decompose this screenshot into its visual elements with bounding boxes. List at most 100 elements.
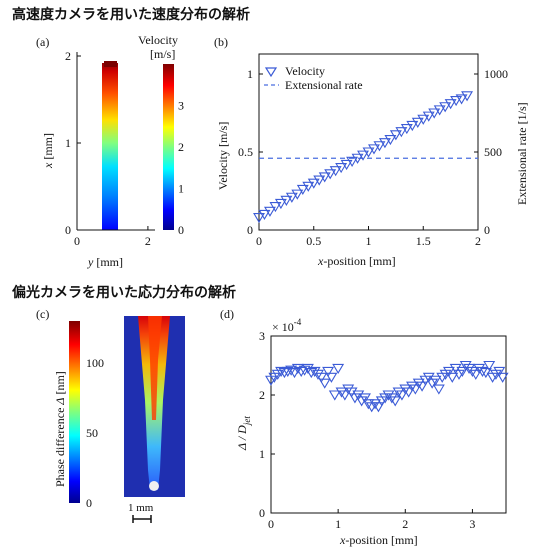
panel-a-ylabel: x [mm] bbox=[41, 133, 55, 169]
panel-label-a: (a) bbox=[36, 35, 49, 49]
panel-b-ytick-label: 1 bbox=[247, 67, 253, 81]
panel-a-colorbar-tick: 2 bbox=[178, 140, 184, 154]
velocity-point bbox=[362, 147, 375, 158]
panel-d: 0 1 2 3 0 1 2 3 × 10-4 x-position [mm] Δ / Djet bbox=[235, 317, 509, 547]
panel-d-ylabel: Δ / Djet bbox=[235, 416, 252, 451]
phase-ratio-point bbox=[335, 387, 348, 398]
phase-ratio-point bbox=[416, 381, 429, 392]
panel-d-ytick-label: 0 bbox=[259, 506, 265, 520]
panel-a-ytick-label: 1 bbox=[65, 136, 71, 150]
phase-ratio-point bbox=[385, 393, 398, 404]
panel-b-ytick-right-label: 500 bbox=[484, 145, 502, 159]
velocity-point bbox=[357, 150, 369, 161]
panel-c-jet-tip bbox=[149, 481, 159, 491]
panel-a-colorbar-tick: 1 bbox=[178, 182, 184, 196]
phase-ratio-point bbox=[369, 399, 382, 410]
phase-ratio-point bbox=[483, 360, 496, 372]
phase-ratio-point bbox=[322, 366, 335, 377]
panel-d-xtick-label: 3 bbox=[469, 517, 475, 531]
panel-label-c: (c) bbox=[36, 307, 49, 321]
phase-ratio-point bbox=[395, 390, 408, 401]
velocity-point bbox=[417, 114, 430, 125]
phase-ratio-point bbox=[328, 390, 341, 401]
velocity-point bbox=[340, 159, 353, 171]
panel-d-exponent: × 10-4 bbox=[272, 317, 302, 334]
phase-ratio-point bbox=[308, 366, 321, 377]
panel-b-xtick-label: 1 bbox=[366, 234, 372, 248]
panel-d-frame bbox=[270, 335, 507, 514]
velocity-point bbox=[307, 178, 320, 189]
panel-a-xlabel: y [mm] bbox=[87, 255, 123, 269]
velocity-point bbox=[461, 91, 474, 102]
phase-ratio-point bbox=[325, 372, 338, 383]
velocity-point bbox=[411, 117, 424, 128]
velocity-point bbox=[296, 184, 309, 196]
panel-b-xtick-label: 0.5 bbox=[306, 234, 321, 248]
panel-c: 0 50 100 Phase difference Δ [nm] 1 mm bbox=[53, 316, 185, 523]
panel-a-ytick-label: 0 bbox=[65, 223, 71, 237]
phase-ratio-point bbox=[409, 384, 422, 395]
velocity-point bbox=[378, 138, 391, 149]
phase-ratio-point bbox=[372, 402, 385, 413]
panel-b-ytick-right-label: 1000 bbox=[484, 67, 508, 81]
phase-ratio-point bbox=[406, 381, 418, 392]
phase-ratio-point bbox=[291, 363, 304, 375]
phase-ratio-point bbox=[412, 378, 425, 389]
panel-b-legend: Velocity Extensional rate bbox=[264, 64, 363, 92]
panel-b-xtick-label: 1.5 bbox=[416, 234, 431, 248]
velocity-point bbox=[422, 111, 435, 122]
phase-ratio-point bbox=[456, 366, 469, 377]
phase-ratio-point bbox=[382, 390, 395, 401]
velocity-point bbox=[384, 134, 397, 146]
panel-b-ytick-label: 0.5 bbox=[238, 145, 253, 159]
velocity-point bbox=[291, 189, 304, 200]
velocity-point bbox=[455, 94, 468, 105]
phase-ratio-point bbox=[342, 384, 355, 395]
panel-b-ylabel: Velocity [m/s] bbox=[216, 122, 230, 190]
panel-b-ylabel-right: Extensional rate [1/s] bbox=[515, 102, 529, 205]
phase-ratio-point bbox=[295, 366, 308, 377]
phase-ratio-point bbox=[442, 366, 455, 377]
panel-d-xlabel: x-position [mm] bbox=[339, 533, 418, 547]
panel-a-colorbar bbox=[163, 64, 174, 230]
velocity-point bbox=[444, 99, 457, 110]
panel-label-b: (b) bbox=[214, 35, 228, 49]
panel-a-xtick-label: 2 bbox=[145, 234, 151, 248]
velocity-point bbox=[285, 192, 298, 203]
panel-a-colorbar-tick: 3 bbox=[178, 99, 184, 113]
heading-stress-analysis: 偏光カメラを用いた応力分布の解析 bbox=[12, 285, 236, 301]
legend-extensional-label: Extensional rate bbox=[285, 78, 363, 92]
velocity-point bbox=[280, 195, 293, 206]
phase-ratio-point bbox=[352, 390, 365, 401]
phase-ratio-point bbox=[312, 369, 324, 380]
panel-d-xtick-label: 1 bbox=[335, 517, 341, 531]
velocity-point bbox=[450, 95, 463, 107]
panel-c-colorbar-tick: 100 bbox=[86, 356, 104, 370]
velocity-point bbox=[258, 209, 271, 220]
panel-a-xtick-label: 0 bbox=[74, 234, 80, 248]
panel-c-colorbar bbox=[69, 321, 80, 503]
panel-label-d: (d) bbox=[220, 307, 234, 321]
phase-ratio-point bbox=[315, 372, 328, 383]
panel-a-ytick-label: 2 bbox=[65, 49, 71, 63]
panel-a-colorbar-label: Velocity [m/s] bbox=[138, 33, 178, 61]
phase-ratio-point bbox=[318, 378, 331, 389]
velocity-point bbox=[439, 102, 452, 113]
panel-a-colorbar-tick: 0 bbox=[178, 223, 184, 237]
phase-ratio-point bbox=[305, 368, 318, 379]
panel-b-xtick-label: 0 bbox=[256, 234, 262, 248]
panel-b-ytick-right-label: 0 bbox=[484, 223, 490, 237]
velocity-point bbox=[318, 172, 331, 183]
phase-ratio-point bbox=[432, 384, 445, 395]
phase-ratio-point bbox=[332, 363, 345, 375]
phase-ratio-point bbox=[288, 368, 301, 379]
phase-ratio-point bbox=[338, 390, 351, 401]
legend-velocity-marker bbox=[264, 67, 278, 78]
phase-ratio-point bbox=[278, 368, 291, 379]
velocity-point bbox=[351, 153, 364, 164]
phase-ratio-point bbox=[285, 365, 298, 376]
phase-ratio-point bbox=[459, 360, 472, 372]
panel-d-ytick-label: 2 bbox=[259, 388, 265, 402]
